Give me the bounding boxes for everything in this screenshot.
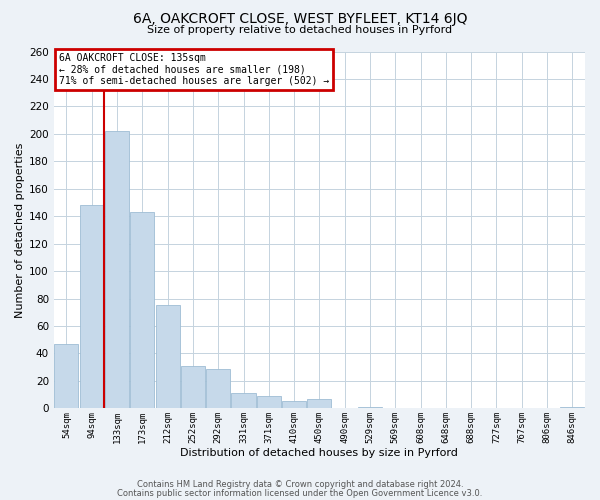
Bar bbox=[206, 368, 230, 408]
Bar bbox=[307, 398, 331, 408]
Bar bbox=[282, 402, 306, 408]
Text: Contains HM Land Registry data © Crown copyright and database right 2024.: Contains HM Land Registry data © Crown c… bbox=[137, 480, 463, 489]
Bar bbox=[130, 212, 154, 408]
X-axis label: Distribution of detached houses by size in Pyrford: Distribution of detached houses by size … bbox=[181, 448, 458, 458]
Bar bbox=[105, 131, 129, 408]
Bar bbox=[358, 407, 382, 408]
Text: 6A, OAKCROFT CLOSE, WEST BYFLEET, KT14 6JQ: 6A, OAKCROFT CLOSE, WEST BYFLEET, KT14 6… bbox=[133, 12, 467, 26]
Bar bbox=[55, 344, 79, 408]
Bar bbox=[560, 407, 584, 408]
Text: 6A OAKCROFT CLOSE: 135sqm
← 28% of detached houses are smaller (198)
71% of semi: 6A OAKCROFT CLOSE: 135sqm ← 28% of detac… bbox=[59, 54, 329, 86]
Bar bbox=[155, 306, 179, 408]
Text: Size of property relative to detached houses in Pyrford: Size of property relative to detached ho… bbox=[148, 25, 452, 35]
Bar bbox=[80, 205, 104, 408]
Bar bbox=[257, 396, 281, 408]
Bar bbox=[232, 393, 256, 408]
Bar bbox=[181, 366, 205, 408]
Text: Contains public sector information licensed under the Open Government Licence v3: Contains public sector information licen… bbox=[118, 489, 482, 498]
Y-axis label: Number of detached properties: Number of detached properties bbox=[15, 142, 25, 318]
